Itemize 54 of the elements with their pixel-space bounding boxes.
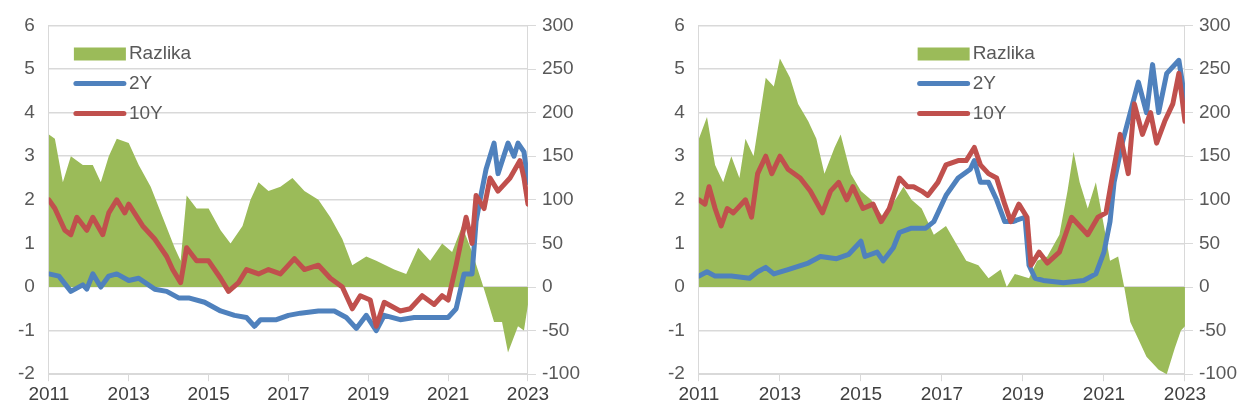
y2-tick-label: 300 <box>1198 13 1231 35</box>
x-tick-label: 2013 <box>107 382 150 404</box>
x-tick-label: 2015 <box>839 382 883 404</box>
y2-tick-label: 150 <box>541 144 574 166</box>
y-tick-label: -1 <box>17 318 35 340</box>
x-tick-label: 2017 <box>920 382 964 404</box>
y-tick-label: 5 <box>24 57 35 79</box>
legend-label: 2Y <box>128 71 153 93</box>
x-tick-label: 2011 <box>678 382 720 404</box>
y2-tick-label: -100 <box>1198 362 1237 384</box>
y-tick-label: 3 <box>24 144 35 166</box>
y2-tick-label: 0 <box>541 275 553 297</box>
y2-tick-label: -100 <box>541 362 580 384</box>
y2-tick-label: 150 <box>1198 144 1231 166</box>
y-tick-label: -1 <box>667 318 685 340</box>
y2-tick-label: 250 <box>1198 57 1231 79</box>
y-tick-label: 1 <box>674 231 685 253</box>
y2-tick-label: 0 <box>1198 275 1210 297</box>
y-tick-label: 3 <box>674 144 685 166</box>
x-tick-label: 2019 <box>347 382 390 404</box>
y-tick-label: 2 <box>674 188 685 210</box>
x-tick-label: 2023 <box>506 382 550 404</box>
y2-tick-label: 50 <box>1198 231 1221 253</box>
y2-tick-label: 100 <box>1198 188 1231 210</box>
x-tick-label: 2019 <box>1001 382 1045 404</box>
y-tick-label: 4 <box>24 100 36 122</box>
x-tick-label: 2021 <box>1082 382 1126 404</box>
y-tick-label: 2 <box>24 188 35 210</box>
y-tick-label: -2 <box>17 362 35 384</box>
y-tick-label: 0 <box>674 275 685 297</box>
x-tick-label: 2023 <box>1163 382 1207 404</box>
x-tick-label: 2017 <box>267 382 310 404</box>
y2-tick-label: -50 <box>541 318 570 340</box>
y-tick-label: 4 <box>674 100 686 122</box>
y2-tick-label: 200 <box>1198 100 1231 122</box>
y-tick-label: -2 <box>667 362 685 384</box>
y2-tick-label: 200 <box>541 100 574 122</box>
y-tick-label: 6 <box>674 13 685 35</box>
y2-tick-label: -50 <box>1198 318 1227 340</box>
y-tick-label: 0 <box>24 275 35 297</box>
legend-label: 10Y <box>128 101 164 123</box>
y2-tick-label: 250 <box>541 57 574 79</box>
y-tick-label: 1 <box>24 231 35 253</box>
y-tick-label: 6 <box>24 13 35 35</box>
y2-tick-label: 300 <box>541 13 574 35</box>
legend-label: Razlika <box>972 41 1036 63</box>
x-tick-label: 2011 <box>28 382 70 404</box>
y2-tick-label: 50 <box>541 231 564 253</box>
x-tick-label: 2013 <box>758 382 802 404</box>
legend-label: Razlika <box>128 41 192 63</box>
y-tick-label: 5 <box>674 57 685 79</box>
x-tick-label: 2021 <box>426 382 470 404</box>
x-tick-label: 2015 <box>187 382 230 404</box>
y2-tick-label: 100 <box>541 188 574 210</box>
